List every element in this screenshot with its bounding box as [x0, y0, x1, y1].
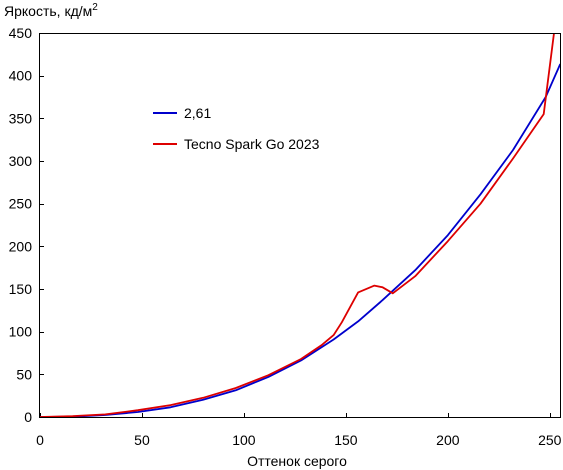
- x-tick-label: 250: [538, 432, 562, 448]
- y-tick-label: 450: [9, 25, 33, 41]
- x-tick-label: 150: [334, 432, 358, 448]
- y-tick-label: 100: [9, 324, 33, 340]
- x-tick-label: 50: [134, 432, 150, 448]
- y-tick-label: 400: [9, 68, 33, 84]
- y-axis-title: Яркость, кд/м2: [4, 2, 98, 19]
- y-tick-label: 250: [9, 196, 33, 212]
- x-axis: 0 50 100 150 200 250: [36, 413, 562, 448]
- y-tick-label: 150: [9, 281, 33, 297]
- y-tick-label: 0: [24, 409, 32, 425]
- series-line-tecno-spark-go-2023: [39, 33, 555, 418]
- series-line-2-61: [39, 63, 561, 418]
- x-tick-label: 200: [436, 432, 460, 448]
- series-layer: [39, 33, 561, 418]
- plot-frame: [39, 33, 561, 418]
- y-tick-label: 50: [16, 366, 32, 382]
- legend-label-tecno-spark-go-2023: Tecno Spark Go 2023: [184, 136, 320, 152]
- x-tick-label: 100: [232, 432, 256, 448]
- legend: 2,61 Tecno Spark Go 2023: [153, 105, 320, 152]
- y-axis-title-text: Яркость, кд/м: [4, 3, 92, 19]
- x-axis-title: Оттенок серого: [247, 453, 347, 469]
- y-tick-label: 350: [9, 110, 33, 126]
- legend-label-2-61: 2,61: [184, 105, 211, 121]
- y-tick-label: 300: [9, 153, 33, 169]
- y-tick-label: 200: [9, 238, 33, 254]
- y-axis-title-superscript: 2: [92, 2, 98, 13]
- x-tick-label: 0: [36, 432, 44, 448]
